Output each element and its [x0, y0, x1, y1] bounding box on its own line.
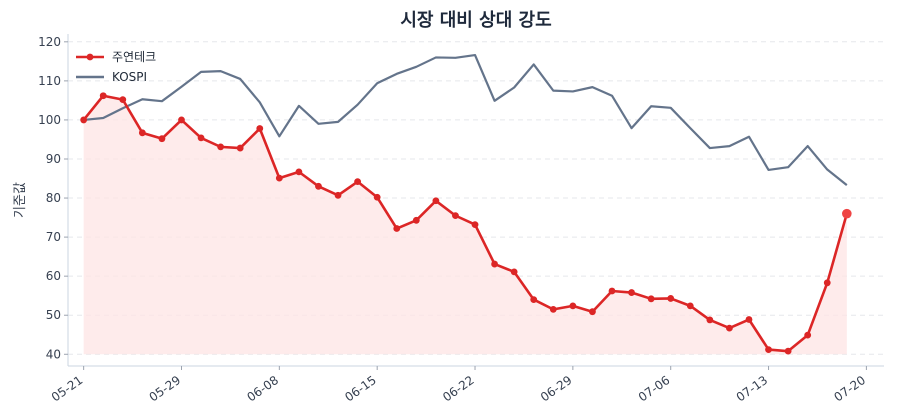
data-point: [745, 316, 753, 323]
data-point: [589, 308, 596, 316]
series-layer: [80, 53, 852, 355]
area-fill-series-1: [83, 95, 847, 355]
x-tick-label: 07-13: [734, 373, 771, 404]
data-point: [452, 212, 459, 220]
data-point: [256, 125, 264, 132]
data-point: [99, 92, 107, 100]
data-point: [471, 221, 479, 229]
data-point: [295, 168, 303, 176]
data-point: [842, 208, 852, 219]
series-line-1: [82, 94, 849, 353]
series-line-2: [83, 53, 848, 187]
data-point: [412, 216, 420, 224]
data-point: [491, 260, 498, 268]
legend-label: KOSPI: [112, 70, 147, 84]
data-point: [373, 193, 381, 201]
y-tick-label: 60: [46, 269, 61, 283]
chart-title: 시장 대비 상대 강도: [400, 10, 551, 31]
x-tick-label: 05-29: [147, 373, 184, 404]
data-point: [784, 347, 792, 355]
y-axis-title: 기준값: [13, 182, 28, 218]
data-point: [608, 287, 616, 295]
data-point: [726, 324, 733, 332]
legend: 주연테크 KOSPI: [76, 50, 156, 84]
data-point: [804, 331, 812, 339]
axes: [67, 34, 884, 367]
y-tick-label: 110: [38, 74, 61, 88]
x-tick-label: 06-15: [342, 373, 379, 404]
data-point: [138, 129, 146, 137]
data-point: [530, 296, 538, 303]
data-point: [197, 134, 205, 142]
data-point: [432, 197, 440, 205]
data-point: [647, 295, 655, 303]
data-point: [549, 305, 557, 313]
data-point: [393, 225, 401, 232]
data-point: [158, 135, 166, 143]
y-tick-label: 90: [46, 152, 61, 166]
data-point: [354, 178, 362, 186]
x-tick-label: 07-20: [832, 373, 869, 404]
data-point: [236, 144, 244, 152]
area-layer: [83, 95, 847, 355]
data-point: [178, 116, 185, 124]
data-point: [217, 143, 225, 151]
y-tick-label: 80: [46, 191, 61, 205]
data-point: [823, 279, 831, 287]
data-point: [569, 302, 577, 310]
data-point: [80, 116, 88, 124]
data-point: [765, 346, 772, 353]
data-point: [706, 316, 714, 324]
data-point: [628, 289, 635, 296]
x-tick-label: 05-21: [49, 373, 86, 404]
legend-marker: [86, 53, 94, 61]
legend-label: 주연테크: [112, 50, 156, 64]
x-tick-label: 06-29: [538, 373, 575, 404]
y-tick-label: 120: [38, 35, 61, 49]
x-tick-label: 06-08: [244, 373, 281, 404]
data-point: [275, 174, 283, 182]
y-tick-label: 50: [46, 308, 61, 322]
x-tick-label: 06-22: [440, 373, 477, 404]
y-tick-label: 100: [38, 113, 61, 127]
x-tick-label: 07-06: [636, 373, 673, 404]
data-point: [510, 268, 518, 276]
data-point: [334, 191, 342, 199]
data-point: [119, 96, 127, 104]
y-tick-label: 70: [46, 230, 61, 244]
data-point: [667, 295, 675, 302]
y-tick-label: 40: [46, 347, 61, 361]
data-point: [686, 302, 694, 310]
data-point: [315, 182, 322, 190]
